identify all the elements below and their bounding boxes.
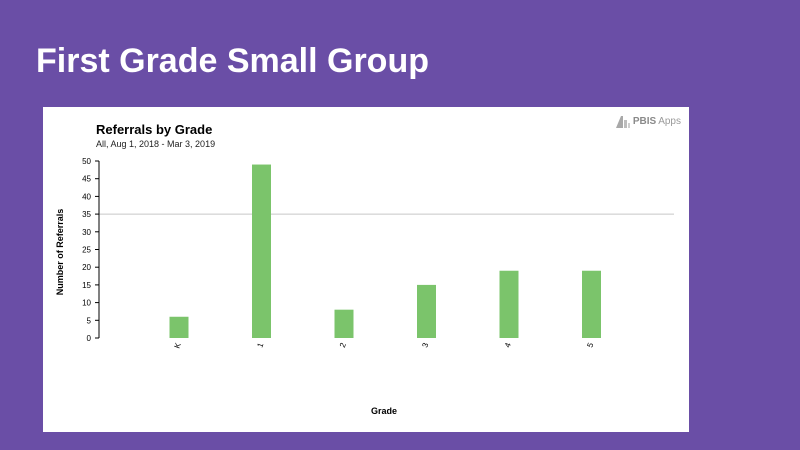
x-tick-label: 2 [338, 341, 348, 349]
y-tick-label: 5 [87, 316, 92, 325]
x-axis-label: Grade [371, 406, 397, 416]
y-tick-label: 20 [82, 263, 91, 272]
y-tick-label: 10 [82, 299, 91, 308]
bar-K [169, 316, 189, 338]
y-axis-label: Number of Referrals [55, 209, 65, 296]
y-tick-label: 50 [82, 157, 91, 166]
y-tick-label: 0 [87, 334, 92, 343]
y-tick-label: 35 [82, 210, 91, 219]
pbisapps-logo: PBIS Apps [615, 113, 681, 129]
y-tick-label: 40 [82, 192, 91, 201]
x-axis-ticks: K 1 2 3 4 5 [173, 341, 596, 350]
slide-title: First Grade Small Group [36, 42, 429, 80]
y-tick-label: 45 [82, 175, 91, 184]
x-tick-label: 4 [503, 341, 513, 349]
x-tick-label: 1 [255, 341, 265, 349]
pbisapps-logo-icon [615, 116, 630, 128]
logo-text-light: Apps [658, 115, 681, 127]
x-tick-label: 5 [585, 341, 595, 349]
chart-card: Referrals by Grade All, Aug 1, 2018 - Ma… [43, 107, 689, 432]
logo-text-bold: PBIS [632, 115, 657, 127]
x-tick-label: K [173, 341, 184, 350]
bar-1 [252, 164, 271, 338]
chart-title: Referrals by Grade [96, 122, 213, 137]
x-tick-label: 3 [420, 341, 430, 349]
bar-4 [499, 270, 519, 338]
bars [169, 164, 601, 338]
bar-2 [334, 309, 354, 338]
y-tick-label: 15 [82, 281, 91, 290]
chart-subtitle: All, Aug 1, 2018 - Mar 3, 2019 [96, 139, 216, 149]
bar-3 [417, 284, 436, 338]
y-tick-label: 25 [82, 246, 91, 255]
bar-5 [582, 270, 601, 338]
y-tick-label: 30 [82, 228, 91, 237]
y-axis-ticks: 0 5 10 15 20 25 30 35 40 45 50 [82, 157, 99, 343]
